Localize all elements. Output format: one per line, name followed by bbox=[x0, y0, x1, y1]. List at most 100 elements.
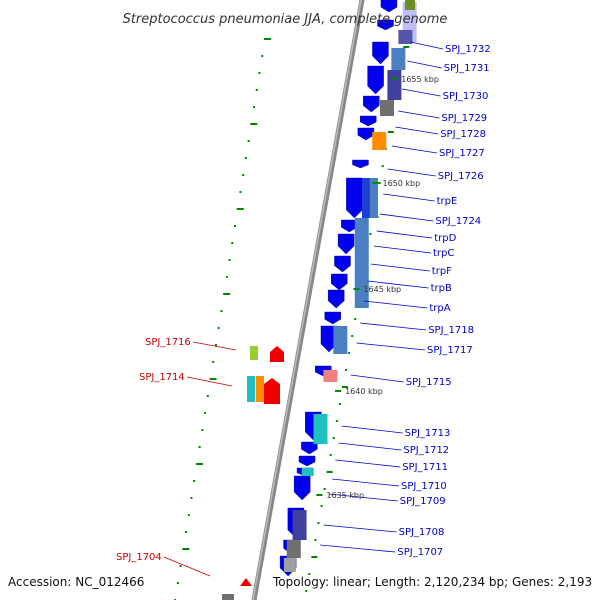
leader-line bbox=[341, 425, 403, 434]
reverse-arrow bbox=[270, 346, 284, 362]
gene-arrow bbox=[380, 0, 398, 13]
leader-line bbox=[323, 524, 397, 533]
gene-label-trpE: trpE bbox=[437, 196, 458, 207]
gene-domain bbox=[283, 558, 296, 572]
left-tick bbox=[263, 38, 271, 40]
right-tick bbox=[311, 556, 318, 558]
right-tick bbox=[326, 471, 333, 473]
gene-arrow bbox=[327, 289, 345, 309]
left-tick bbox=[239, 191, 242, 193]
leader-line bbox=[407, 60, 442, 69]
reverse-domain bbox=[256, 376, 264, 402]
gene-label-SPJ_1730: SPJ_1730 bbox=[443, 91, 489, 102]
backbone bbox=[251, 0, 365, 600]
left-tick bbox=[258, 72, 261, 74]
gene-label-SPJ_1728: SPJ_1728 bbox=[440, 129, 486, 140]
left-tick bbox=[250, 123, 258, 125]
gene-label-SPJ_1724: SPJ_1724 bbox=[435, 216, 481, 227]
kbp-tick bbox=[372, 182, 379, 184]
gene-arrow bbox=[363, 95, 380, 113]
left-tick bbox=[236, 208, 244, 210]
gene-domain bbox=[405, 0, 415, 10]
right-tick bbox=[308, 573, 311, 575]
left-tick bbox=[261, 55, 264, 57]
right-tick bbox=[323, 488, 326, 490]
left-tick bbox=[193, 480, 196, 482]
label-lines bbox=[163, 41, 444, 577]
left-tick bbox=[212, 361, 215, 363]
leader-line bbox=[331, 478, 400, 487]
left-tick bbox=[220, 310, 223, 312]
reverse-domain bbox=[222, 594, 234, 600]
left-tick bbox=[214, 344, 217, 346]
leader-line bbox=[376, 230, 433, 239]
kbp-label: 1655 kbp bbox=[401, 75, 439, 84]
kbp-tick bbox=[353, 288, 360, 290]
gene-domain bbox=[380, 100, 394, 116]
right-tick bbox=[317, 522, 320, 524]
gene-label-trpA: trpA bbox=[429, 303, 450, 314]
left-tick bbox=[195, 463, 203, 465]
right-tick bbox=[329, 454, 332, 456]
left-tick bbox=[201, 429, 204, 431]
leader-line bbox=[335, 459, 401, 468]
leader-line bbox=[398, 110, 440, 119]
gene-arrow bbox=[352, 159, 369, 169]
gene-domain bbox=[369, 178, 378, 218]
gene-label-SPJ_1731: SPJ_1731 bbox=[444, 63, 490, 74]
leader-line bbox=[320, 544, 396, 553]
gene-label-trpD: trpD bbox=[434, 233, 456, 244]
gene-label-trpC: trpC bbox=[433, 248, 454, 259]
leader-line bbox=[391, 145, 438, 154]
left-tick bbox=[204, 412, 207, 414]
gene-domain bbox=[354, 218, 369, 308]
left-tick bbox=[247, 140, 250, 142]
right-tick bbox=[320, 505, 323, 507]
gene-domain bbox=[286, 540, 301, 558]
left-tick bbox=[176, 582, 179, 584]
gene-label-SPJ_1711: SPJ_1711 bbox=[402, 462, 448, 473]
backbone-highlight bbox=[252, 0, 362, 600]
left-tick bbox=[228, 259, 231, 261]
gene-label-SPJ_1726: SPJ_1726 bbox=[438, 171, 484, 182]
leader-line bbox=[402, 88, 441, 97]
left-tick bbox=[253, 106, 256, 108]
left-tick bbox=[206, 395, 209, 397]
gene-label-SPJ_1704: SPJ_1704 bbox=[116, 552, 162, 563]
kbp-label: 1645 kbp bbox=[363, 285, 401, 294]
leader-line bbox=[363, 300, 428, 309]
gene-domain bbox=[372, 132, 387, 150]
left-tick bbox=[209, 378, 217, 380]
gene-label-trpB: trpB bbox=[431, 283, 452, 294]
right-tick bbox=[345, 369, 348, 371]
leader-line bbox=[329, 493, 398, 502]
gene-arrow bbox=[293, 475, 311, 501]
gene-domain bbox=[301, 468, 314, 476]
gene-label-SPJ_1707: SPJ_1707 bbox=[397, 547, 443, 558]
left-tick bbox=[244, 157, 247, 159]
gene-features bbox=[222, 0, 417, 600]
gene-labels: SPJ_1732 SPJ_1731 SPJ_1730 SPJ_1729 SPJ_1728… bbox=[116, 44, 491, 563]
gene-domain bbox=[361, 178, 370, 218]
right-tick bbox=[305, 590, 308, 592]
gene-label-SPJ_1732: SPJ_1732 bbox=[445, 44, 491, 55]
right-tick bbox=[369, 233, 372, 235]
left-tick bbox=[255, 89, 258, 91]
leader-line bbox=[186, 376, 233, 387]
right-tick bbox=[351, 335, 354, 337]
gene-arrow bbox=[324, 311, 341, 325]
gene-domain bbox=[292, 510, 307, 540]
left-tick bbox=[242, 174, 245, 176]
leader-line bbox=[163, 556, 211, 577]
kbp-label: 1635 kbp bbox=[326, 491, 364, 500]
left-tick bbox=[187, 514, 190, 516]
gene-label-SPJ_1718: SPJ_1718 bbox=[428, 325, 474, 336]
left-tick bbox=[225, 276, 228, 278]
accession-text: Accession: NC_012466 bbox=[8, 575, 144, 589]
gene-domain bbox=[313, 414, 328, 444]
left-tick bbox=[190, 497, 193, 499]
right-tick bbox=[378, 182, 381, 184]
left-tick bbox=[234, 225, 236, 227]
gene-arrow bbox=[346, 177, 363, 219]
gene-arrow bbox=[367, 65, 384, 95]
